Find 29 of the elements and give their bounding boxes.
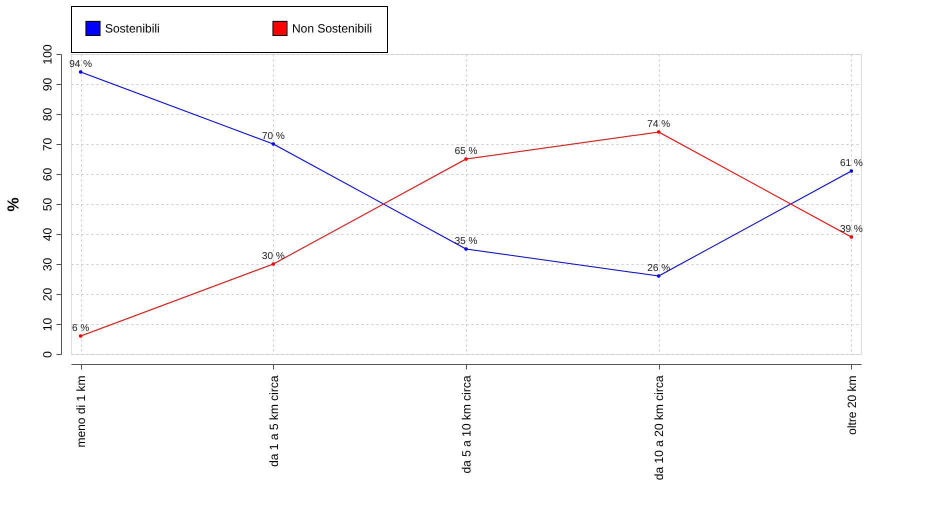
legend-label: Non Sostenibili <box>292 21 372 36</box>
data-label: 74 % <box>647 119 670 130</box>
data-label: 61 % <box>840 158 863 169</box>
data-label: 39 % <box>840 224 863 235</box>
y-tick-label: 100 <box>40 44 54 65</box>
x-tick-label: oltre 20 km <box>844 376 859 435</box>
data-label: 35 % <box>454 236 478 247</box>
y-tick-label: 40 <box>40 228 54 242</box>
data-label: 30 % <box>262 251 285 262</box>
y-tick-label: 90 <box>40 78 54 92</box>
x-tick-label: da 5 a 10 km circa <box>460 375 474 474</box>
y-tick-label: 10 <box>40 318 54 332</box>
y-tick-label: 70 <box>40 138 54 152</box>
y-axis-title: % <box>6 197 22 212</box>
data-label: 65 % <box>454 146 478 157</box>
y-tick-label: 80 <box>40 108 54 122</box>
data-label: 94 % <box>69 59 92 70</box>
y-tick-label: 30 <box>40 258 54 272</box>
x-tick-label: meno di 1 km <box>74 376 88 448</box>
data-label: 6 % <box>72 323 90 334</box>
data-label: 26 % <box>647 263 670 274</box>
x-tick-label: da 10 a 20 km circa <box>652 375 666 480</box>
y-tick-label: 60 <box>40 168 54 182</box>
data-label: 70 % <box>262 131 285 142</box>
y-tick-label: 0 <box>40 350 54 358</box>
y-tick-label: 50 <box>40 198 54 212</box>
y-tick-label: 20 <box>40 288 54 302</box>
x-tick-label: da 1 a 5 km circa <box>266 375 281 467</box>
legend-label: Sostenibili <box>105 21 160 36</box>
